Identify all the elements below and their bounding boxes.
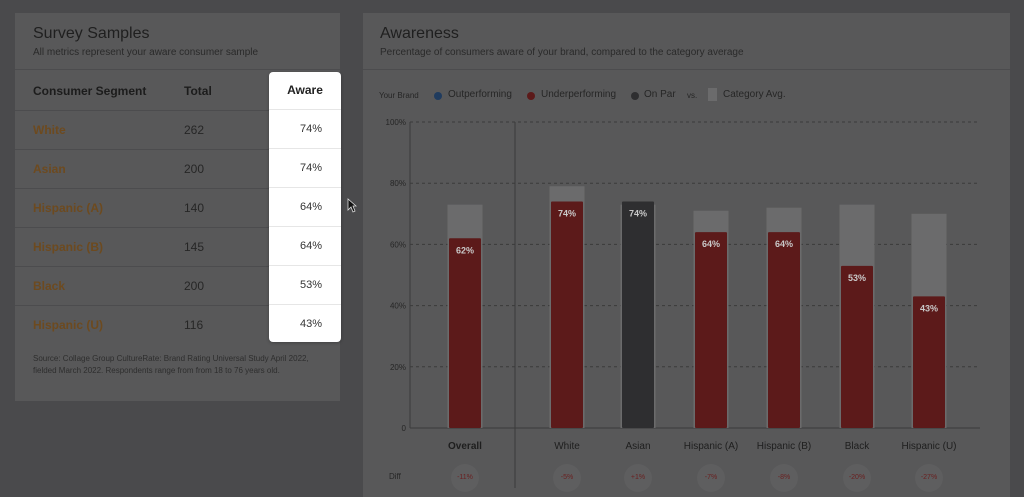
x-category-label: Hispanic (B) bbox=[757, 441, 811, 452]
aware-value: 43% bbox=[299, 318, 322, 330]
x-category-label: Hispanic (U) bbox=[901, 441, 956, 452]
outperforming-swatch-icon bbox=[434, 92, 442, 100]
x-category-label: Black bbox=[845, 441, 870, 452]
x-category-label: Overall bbox=[448, 441, 482, 452]
column-header-segment[interactable]: Consumer Segment bbox=[33, 84, 147, 98]
segment-name[interactable]: Black bbox=[33, 279, 66, 293]
segment-total: 140 bbox=[184, 201, 205, 215]
brand-bar bbox=[695, 232, 727, 428]
divider bbox=[15, 69, 340, 70]
aware-value: 74% bbox=[299, 162, 322, 174]
segment-total: 262 bbox=[184, 123, 205, 137]
brand-bar bbox=[913, 296, 945, 428]
divider bbox=[15, 305, 340, 306]
segment-name[interactable]: Hispanic (B) bbox=[33, 240, 104, 254]
brand-bar bbox=[449, 238, 481, 428]
diff-badge: -11% bbox=[451, 464, 479, 492]
mouse-cursor-icon bbox=[347, 198, 357, 213]
legend-on-par[interactable]: On Par bbox=[644, 89, 676, 100]
aware-value: 74% bbox=[299, 123, 322, 135]
segment-total: 200 bbox=[184, 162, 205, 176]
aware-value: 53% bbox=[299, 279, 322, 291]
segment-name[interactable]: Asian bbox=[33, 162, 66, 176]
x-category-label: White bbox=[554, 441, 580, 452]
diff-label: Diff bbox=[389, 472, 401, 481]
legend-category-avg[interactable]: Category Avg. bbox=[723, 89, 786, 100]
bar-value-label: 64% bbox=[775, 239, 793, 249]
aware-value: 64% bbox=[299, 201, 322, 213]
brand-bar bbox=[841, 265, 873, 428]
y-tick-label: 100% bbox=[386, 118, 406, 127]
y-tick-label: 0 bbox=[402, 424, 407, 433]
bar-value-label: 74% bbox=[558, 209, 576, 219]
segment-name[interactable]: White bbox=[33, 123, 66, 137]
legend-vs: vs. bbox=[687, 91, 698, 100]
category-avg-swatch-icon bbox=[708, 88, 717, 101]
bar-value-label: 64% bbox=[702, 239, 720, 249]
x-category-label: Asian bbox=[625, 441, 650, 452]
diff-badge: -7% bbox=[697, 464, 725, 492]
legend-your-brand: Your Brand bbox=[379, 91, 419, 100]
bar-value-label: 74% bbox=[629, 209, 647, 219]
segment-name[interactable]: Hispanic (U) bbox=[33, 318, 104, 332]
divider bbox=[269, 148, 341, 149]
divider bbox=[269, 109, 341, 110]
divider bbox=[269, 187, 341, 188]
legend-outperforming[interactable]: Outperforming bbox=[448, 89, 512, 100]
y-tick-label: 40% bbox=[390, 302, 406, 311]
y-tick-label: 20% bbox=[390, 363, 406, 372]
awareness-subtitle: Percentage of consumers aware of your br… bbox=[380, 47, 744, 58]
legend-underperforming[interactable]: Underperforming bbox=[541, 89, 617, 100]
aware-column-highlight[interactable]: Aware 74% 74% 64% 64% 53% 43% bbox=[269, 72, 341, 342]
segment-total: 116 bbox=[184, 318, 204, 332]
divider bbox=[363, 69, 1010, 70]
awareness-title: Awareness bbox=[380, 25, 459, 42]
divider bbox=[269, 226, 341, 227]
diff-badge: -27% bbox=[915, 464, 943, 492]
diff-badge: +1% bbox=[624, 464, 652, 492]
y-tick-label: 80% bbox=[390, 179, 406, 188]
divider bbox=[15, 266, 340, 267]
bar-value-label: 53% bbox=[848, 273, 866, 283]
on-par-swatch-icon bbox=[631, 92, 639, 100]
column-header-aware[interactable]: Aware bbox=[287, 83, 323, 97]
segment-total: 145 bbox=[184, 240, 205, 254]
brand-bar bbox=[551, 201, 583, 428]
source-note: Source: Collage Group CultureRate: Brand… bbox=[33, 354, 309, 375]
diff-badge: -5% bbox=[553, 464, 581, 492]
aware-value: 64% bbox=[299, 240, 322, 252]
segment-name[interactable]: Hispanic (A) bbox=[33, 201, 104, 215]
x-category-label: Hispanic (A) bbox=[684, 441, 738, 452]
divider bbox=[15, 227, 340, 228]
divider bbox=[15, 110, 340, 111]
divider bbox=[15, 188, 340, 189]
underperforming-swatch-icon bbox=[527, 92, 535, 100]
divider bbox=[269, 265, 341, 266]
segment-total: 200 bbox=[184, 279, 205, 293]
column-header-total[interactable]: Total bbox=[184, 84, 212, 98]
bar-value-label: 43% bbox=[920, 303, 938, 313]
divider bbox=[15, 149, 340, 150]
survey-subtitle: All metrics represent your aware consume… bbox=[33, 47, 259, 58]
brand-bar bbox=[622, 201, 654, 428]
divider bbox=[269, 304, 341, 305]
bar-value-label: 62% bbox=[456, 245, 474, 255]
diff-badge: -20% bbox=[843, 464, 871, 492]
diff-badge: -8% bbox=[770, 464, 798, 492]
survey-title: Survey Samples bbox=[33, 25, 150, 42]
y-tick-label: 60% bbox=[390, 240, 406, 249]
brand-bar bbox=[768, 232, 800, 428]
